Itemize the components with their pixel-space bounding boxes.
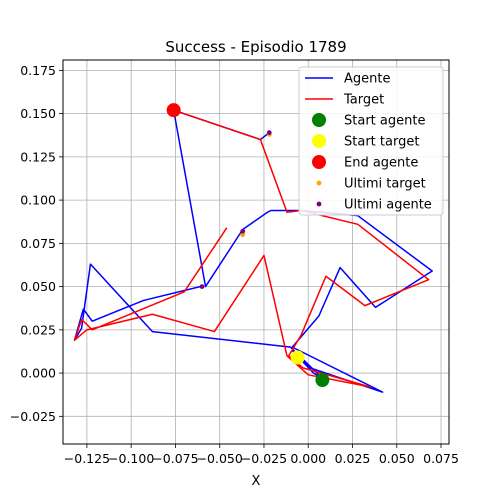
legend-label: Agente: [344, 72, 390, 87]
legend-label: Start agente: [344, 114, 425, 129]
marker-ultimi-agente: [200, 284, 205, 289]
marker-end-agente: [167, 103, 181, 117]
y-tick-label: 0.050: [20, 279, 56, 294]
legend-label: End agente: [344, 156, 418, 171]
x-axis-label: X: [252, 474, 261, 489]
x-tick-label: 0.050: [379, 451, 415, 466]
marker-ultimi-agente: [240, 229, 245, 234]
legend-label: Start target: [344, 135, 419, 150]
x-tick-label: −0.025: [241, 451, 287, 466]
chart-title: Success - Episodio 1789: [165, 38, 346, 56]
x-tick-label: 0.025: [335, 451, 371, 466]
x-tick-label: −0.050: [197, 451, 243, 466]
legend-swatch: [317, 181, 322, 186]
x-tick-label: 0.075: [423, 451, 459, 466]
legend-label: Ultimi target: [344, 177, 426, 192]
y-tick-label: 0.000: [20, 366, 56, 381]
x-tick-label: −0.125: [64, 451, 110, 466]
y-tick-label: 0.150: [20, 106, 56, 121]
legend-swatch: [317, 202, 322, 207]
legend-label: Ultimi agente: [344, 198, 432, 213]
marker-start-target: [291, 351, 305, 365]
marker-start-agente: [315, 373, 329, 387]
y-tick-label: 0.075: [20, 236, 56, 251]
x-tick-label: −0.075: [152, 451, 198, 466]
marker-ultimi-agente: [267, 130, 272, 135]
x-tick-label: −0.100: [108, 451, 154, 466]
y-tick-label: 0.125: [20, 149, 56, 164]
legend-swatch: [312, 113, 326, 127]
legend-swatch: [312, 134, 326, 148]
y-tick-label: 0.025: [20, 322, 56, 337]
y-tick-label: −0.025: [10, 409, 56, 424]
y-tick-label: 0.175: [20, 63, 56, 78]
legend-label: Target: [343, 93, 384, 108]
legend-swatch: [312, 155, 326, 169]
x-tick-label: 0.000: [290, 451, 326, 466]
y-tick-label: 0.100: [20, 193, 56, 208]
legend: Agente Target Start agente Start target End …: [299, 67, 443, 215]
